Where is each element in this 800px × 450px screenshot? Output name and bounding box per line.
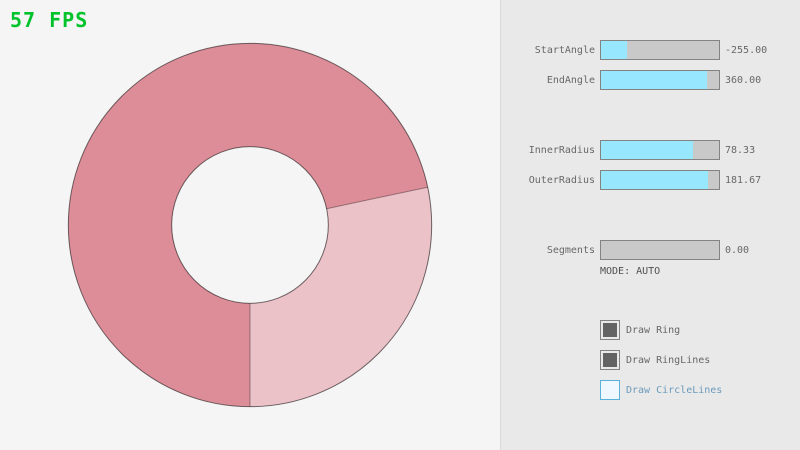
ring-outer-outline	[67, 42, 433, 408]
draw-circlelines-checkbox[interactable]	[600, 380, 620, 400]
innerradius-value: 78.33	[725, 144, 756, 156]
segments-slider[interactable]	[600, 240, 720, 260]
ring-hole	[171, 146, 329, 304]
checkbox-row-draw-circlelines: Draw CircleLines	[600, 380, 722, 400]
startangle-value: -255.00	[725, 44, 768, 56]
outerradius-label: OuterRadius	[528, 174, 595, 186]
draw-ring-label: Draw Ring	[626, 324, 681, 336]
slider-row-endangle: EndAngle 360.00	[500, 70, 800, 90]
outerradius-slider-fill	[601, 171, 709, 189]
ring-seam-right	[326, 186, 428, 210]
innerradius-slider[interactable]	[600, 140, 720, 160]
startangle-label: StartAngle	[534, 44, 595, 56]
checkbox-row-draw-ringlines: Draw RingLines	[600, 350, 710, 370]
ring-graphic	[67, 42, 433, 408]
endangle-value: 360.00	[725, 74, 762, 86]
draw-ringlines-checkbox[interactable]	[600, 350, 620, 370]
ring-inner-outline	[171, 146, 329, 304]
draw-circlelines-label: Draw CircleLines	[626, 384, 723, 396]
innerradius-label: InnerRadius	[528, 144, 595, 156]
segments-value: 0.00	[725, 244, 750, 256]
fps-counter: 57 FPS	[10, 8, 89, 32]
innerradius-slider-fill	[601, 141, 694, 159]
outerradius-value: 181.67	[725, 174, 762, 186]
endangle-slider[interactable]	[600, 70, 720, 90]
draw-ring-checkbox[interactable]	[600, 320, 620, 340]
slider-row-segments: Segments 0.00	[500, 240, 800, 260]
slider-row-outerradius: OuterRadius 181.67	[500, 170, 800, 190]
slider-row-innerradius: InnerRadius 78.33	[500, 140, 800, 160]
outerradius-slider[interactable]	[600, 170, 720, 190]
segments-mode-label: MODE: AUTO	[600, 266, 661, 277]
checkbox-row-draw-ring: Draw Ring	[600, 320, 680, 340]
startangle-slider[interactable]	[600, 40, 720, 60]
ring-light-sector	[250, 187, 432, 407]
startangle-slider-fill	[601, 41, 627, 59]
endangle-label: EndAngle	[546, 74, 595, 86]
segments-label: Segments	[546, 244, 595, 256]
endangle-slider-fill	[601, 71, 708, 89]
draw-ringlines-label: Draw RingLines	[626, 354, 711, 366]
slider-row-startangle: StartAngle -255.00	[500, 40, 800, 60]
